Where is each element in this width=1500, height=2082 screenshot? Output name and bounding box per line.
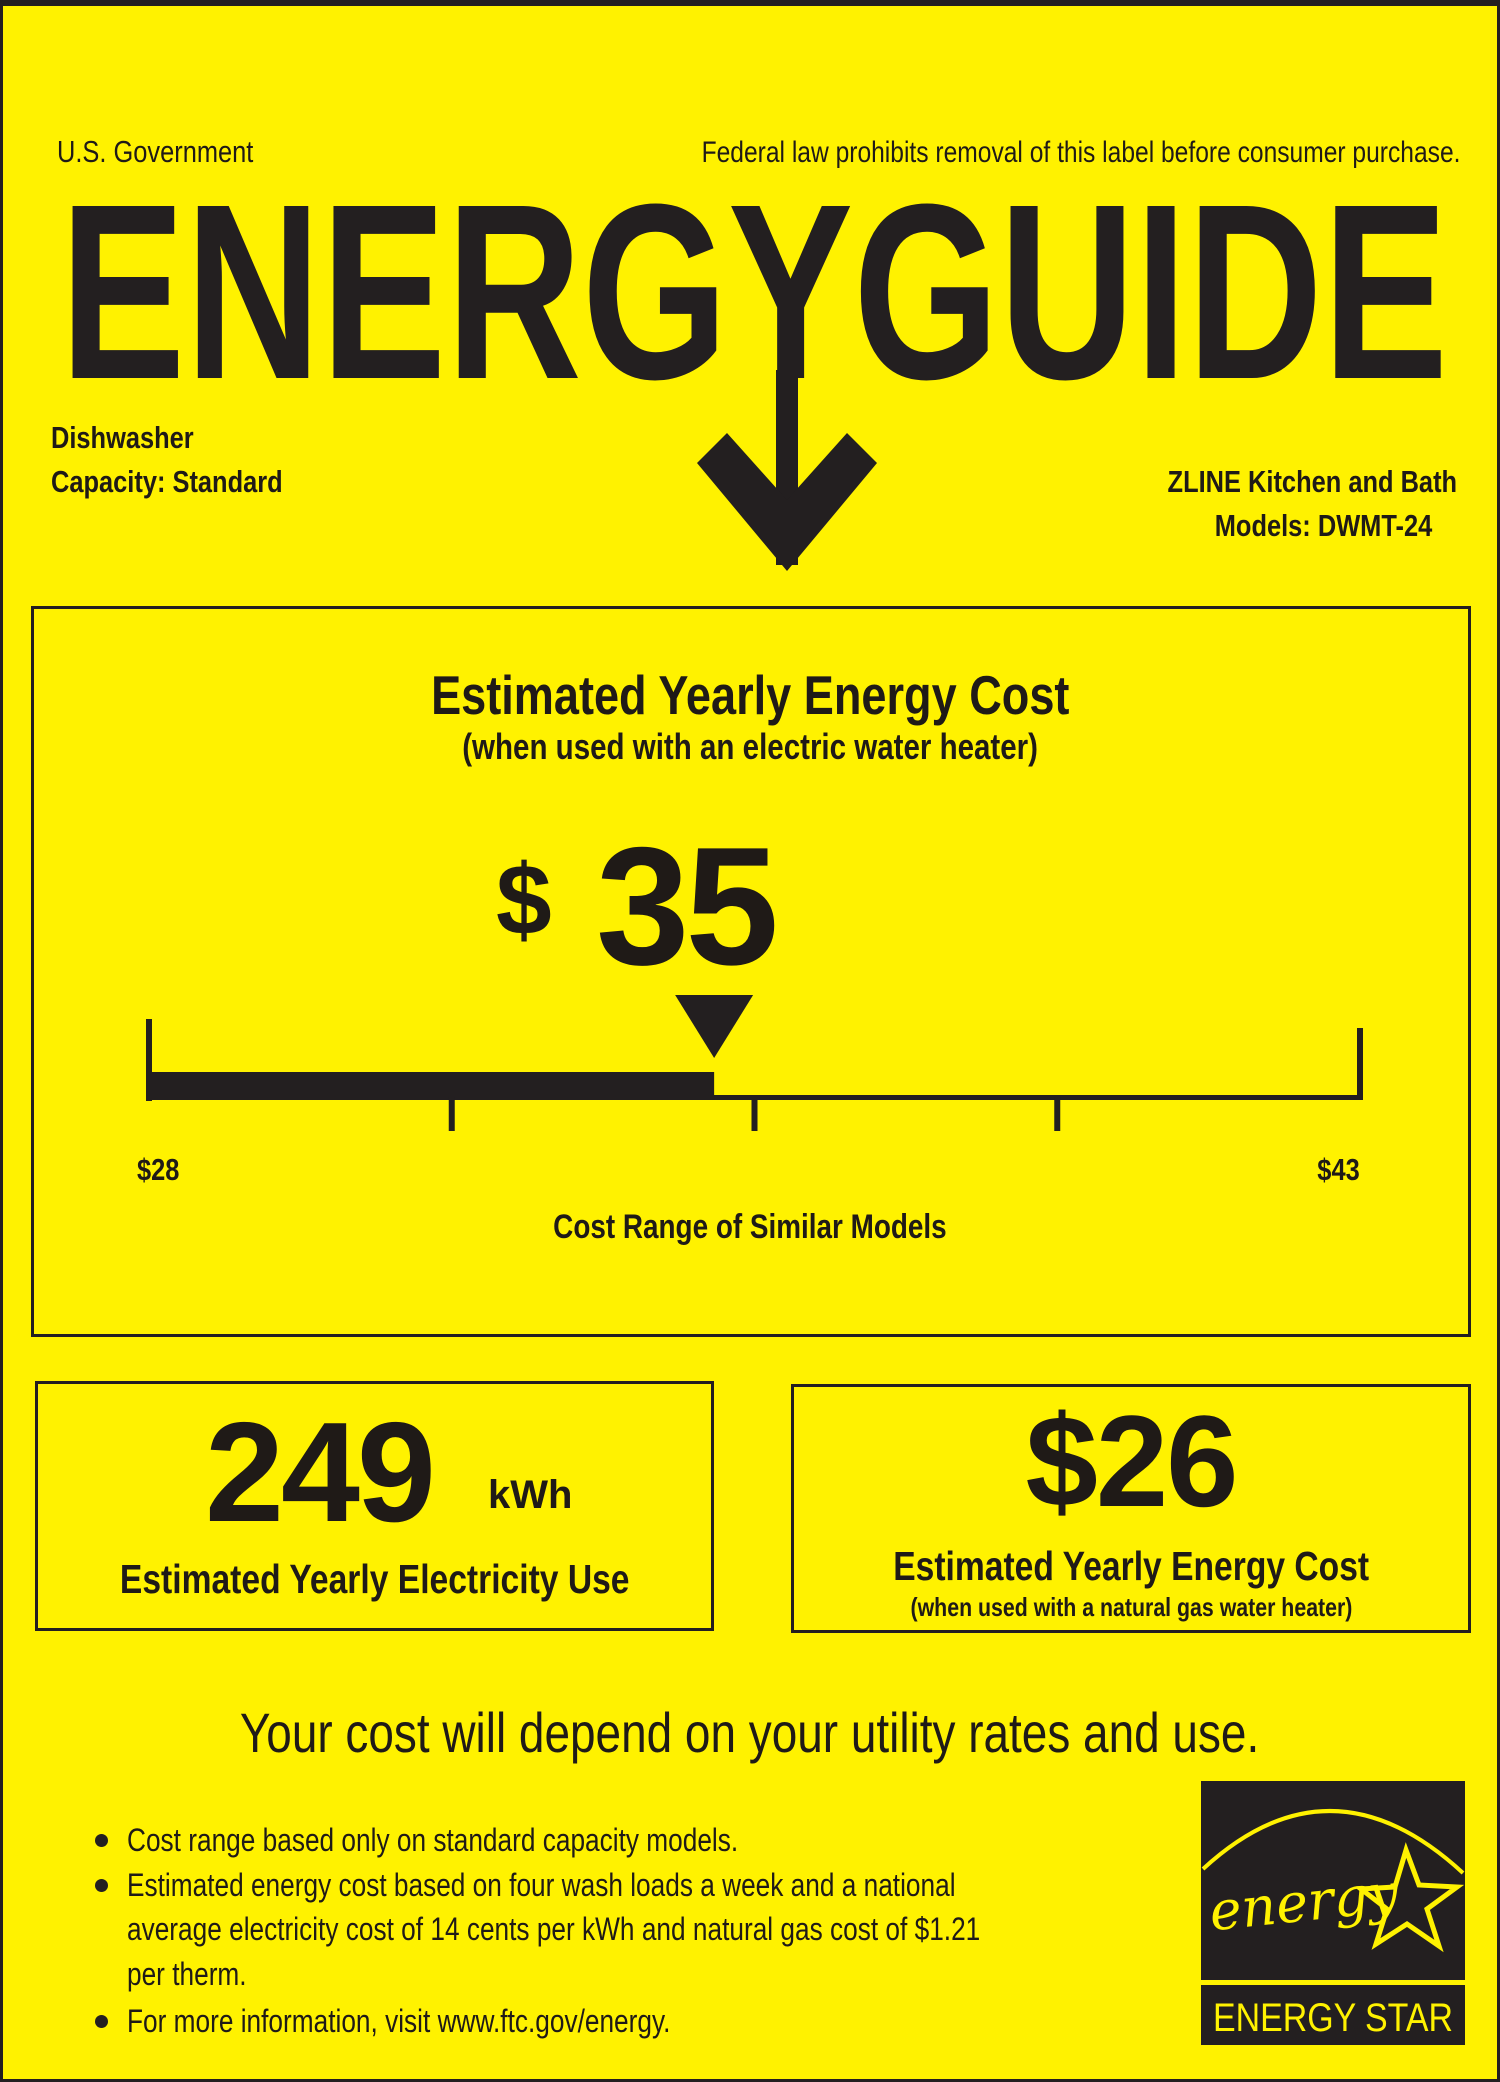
range-max-tick: [1357, 1028, 1363, 1100]
electricity-unit: kWh: [488, 1473, 573, 1517]
energyguide-wordmark: ENERGYGUIDE: [60, 180, 1448, 431]
product-capacity: Capacity: Standard: [51, 464, 283, 499]
disclaimer: Your cost will depend on your utility ra…: [240, 1701, 1260, 1764]
list-item-continuation: per therm.: [127, 1956, 247, 1992]
main-cost-subtitle: (when used with an electric water heater…: [462, 726, 1038, 767]
range-max-label: $43: [1317, 1152, 1360, 1187]
range-min-label: $28: [137, 1152, 180, 1187]
gas-cost-label: Estimated Yearly Energy Cost: [893, 1543, 1369, 1589]
bullet-icon: [95, 1834, 108, 1847]
models: Models: DWMT-24: [1214, 508, 1432, 543]
bullet-icon: [95, 1879, 108, 1892]
main-cost-value: 35: [596, 812, 779, 1000]
range-min-tick: [146, 1019, 152, 1101]
main-cost-panel: [31, 606, 1471, 1337]
energyguide-logo: ENERGYGUIDE: [60, 180, 1448, 571]
scale-tick: [1054, 1097, 1061, 1131]
electricity-value: 249: [205, 1393, 436, 1552]
arrow-down-icon: [697, 433, 877, 571]
federal-notice: Federal law prohibits removal of this la…: [701, 136, 1460, 169]
energy-star-text: ENERGY STAR: [1213, 1996, 1453, 2040]
cost-bar: [149, 1072, 715, 1100]
main-cost-title: Estimated Yearly Energy Cost: [430, 664, 1070, 726]
product-type: Dishwasher: [51, 420, 194, 455]
range-caption: Cost Range of Similar Models: [553, 1208, 947, 1246]
list-item: Cost range based only on standard capaci…: [95, 1822, 872, 1859]
main-cost-currency: $: [496, 844, 552, 956]
gas-cost-sublabel: (when used with a natural gas water heat…: [910, 1592, 1352, 1622]
list-item: Estimated energy cost based on four wash…: [95, 1867, 1137, 1904]
electricity-label: Estimated Yearly Electricity Use: [119, 1556, 630, 1602]
energy-star-logo: energy ENERGY STAR: [1201, 1781, 1465, 2045]
government-label: U.S. Government: [57, 134, 254, 169]
cost-pointer-icon: [675, 995, 754, 1058]
manufacturer: ZLINE Kitchen and Bath: [1167, 464, 1457, 499]
gas-cost-panel: [791, 1384, 1471, 1633]
gas-cost-value: $26: [1025, 1388, 1239, 1534]
electricity-panel: [35, 1381, 714, 1631]
star-icon: [1354, 1842, 1465, 1953]
bullet-icon: [95, 2015, 108, 2028]
list-item-continuation: average electricity cost of 14 cents per…: [127, 1911, 981, 1947]
scale-tick: [751, 1097, 758, 1131]
scale-tick: [448, 1097, 455, 1131]
cost-range-scale: [146, 995, 1363, 1131]
list-item: For more information, visit www.ftc.gov/…: [95, 2003, 790, 2040]
